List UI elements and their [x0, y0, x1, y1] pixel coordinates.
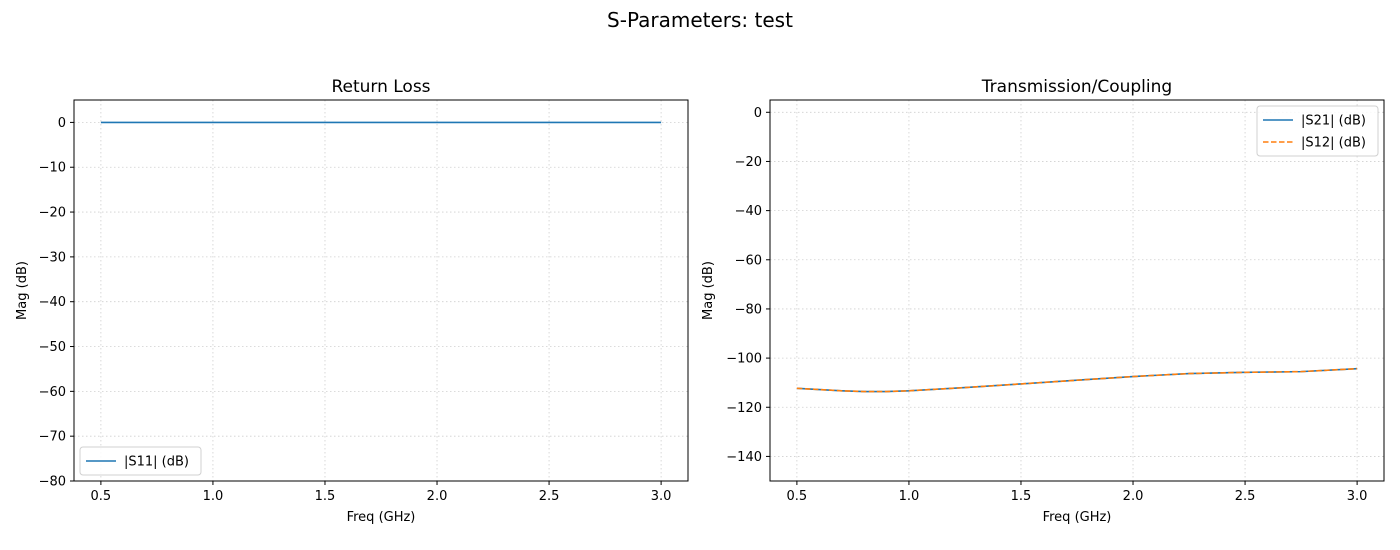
y-tick-label: −80 [735, 302, 762, 317]
axes-frame [769, 99, 1385, 482]
x-tick-label: 3.0 [651, 489, 672, 504]
y-tick-label: −100 [726, 352, 762, 367]
y-tick-label: −50 [39, 340, 66, 355]
y-tick-label: −30 [39, 250, 66, 265]
figure-title: S-Parameters: test [607, 8, 793, 32]
legend-label: |S11| (dB) [124, 455, 189, 470]
legend-box [79, 446, 202, 476]
series-line-2 [796, 367, 1358, 393]
x-tick-label: 1.0 [899, 489, 920, 504]
axes-title: Return Loss [331, 77, 430, 97]
legend-box [1256, 105, 1379, 157]
y-tick-label: −120 [726, 401, 762, 416]
x-tick-label: 2.0 [427, 489, 448, 504]
y-axis-label: Mag (dB) [15, 261, 30, 320]
axes-frame [73, 99, 689, 482]
y-tick-label: −70 [39, 430, 66, 445]
x-axis-label: Freq (GHz) [347, 510, 416, 525]
y-tick-label: −10 [39, 161, 66, 176]
y-tick-label: −20 [735, 155, 762, 170]
x-axis-label: Freq (GHz) [1043, 510, 1112, 525]
y-tick-label: −20 [39, 206, 66, 221]
y-tick-label: −40 [735, 204, 762, 219]
x-tick-label: 1.5 [315, 489, 336, 504]
transmission-coupling-plot: 0.5 1.0 1.5 2.0 2.5 3.0 0 −20 −40 −60 −80 −100 −120 −… [701, 77, 1385, 525]
legend: |S11| (dB) [79, 446, 202, 476]
legend-label: |S12| (dB) [1301, 136, 1366, 151]
x-tick-label: 2.0 [1123, 489, 1144, 504]
x-tick-label: 0.5 [91, 489, 112, 504]
x-tick-label: 2.5 [1235, 489, 1256, 504]
y-tick-label: −140 [726, 450, 762, 465]
x-tick-label: 0.5 [787, 489, 808, 504]
y-tick-label: −40 [39, 295, 66, 310]
y-tick-label: 0 [754, 106, 762, 121]
axes-title: Transmission/Coupling [981, 77, 1172, 97]
legend-label: |S21| (dB) [1301, 114, 1366, 129]
legend: |S21| (dB) |S12| (dB) [1256, 105, 1379, 157]
return-loss-plot: 0.5 1.0 1.5 2.0 2.5 3.0 0 −10 −20 −30 −40 −50 −60 −70… [15, 77, 689, 525]
y-tick-label: 0 [58, 116, 66, 131]
x-tick-label: 2.5 [539, 489, 560, 504]
y-axis-label: Mag (dB) [701, 261, 716, 320]
x-tick-label: 1.5 [1011, 489, 1032, 504]
y-tick-label: −60 [735, 253, 762, 268]
x-tick-label: 1.0 [203, 489, 224, 504]
y-tick-label: −80 [39, 475, 66, 490]
y-tick-label: −60 [39, 385, 66, 400]
x-tick-label: 3.0 [1347, 489, 1368, 504]
